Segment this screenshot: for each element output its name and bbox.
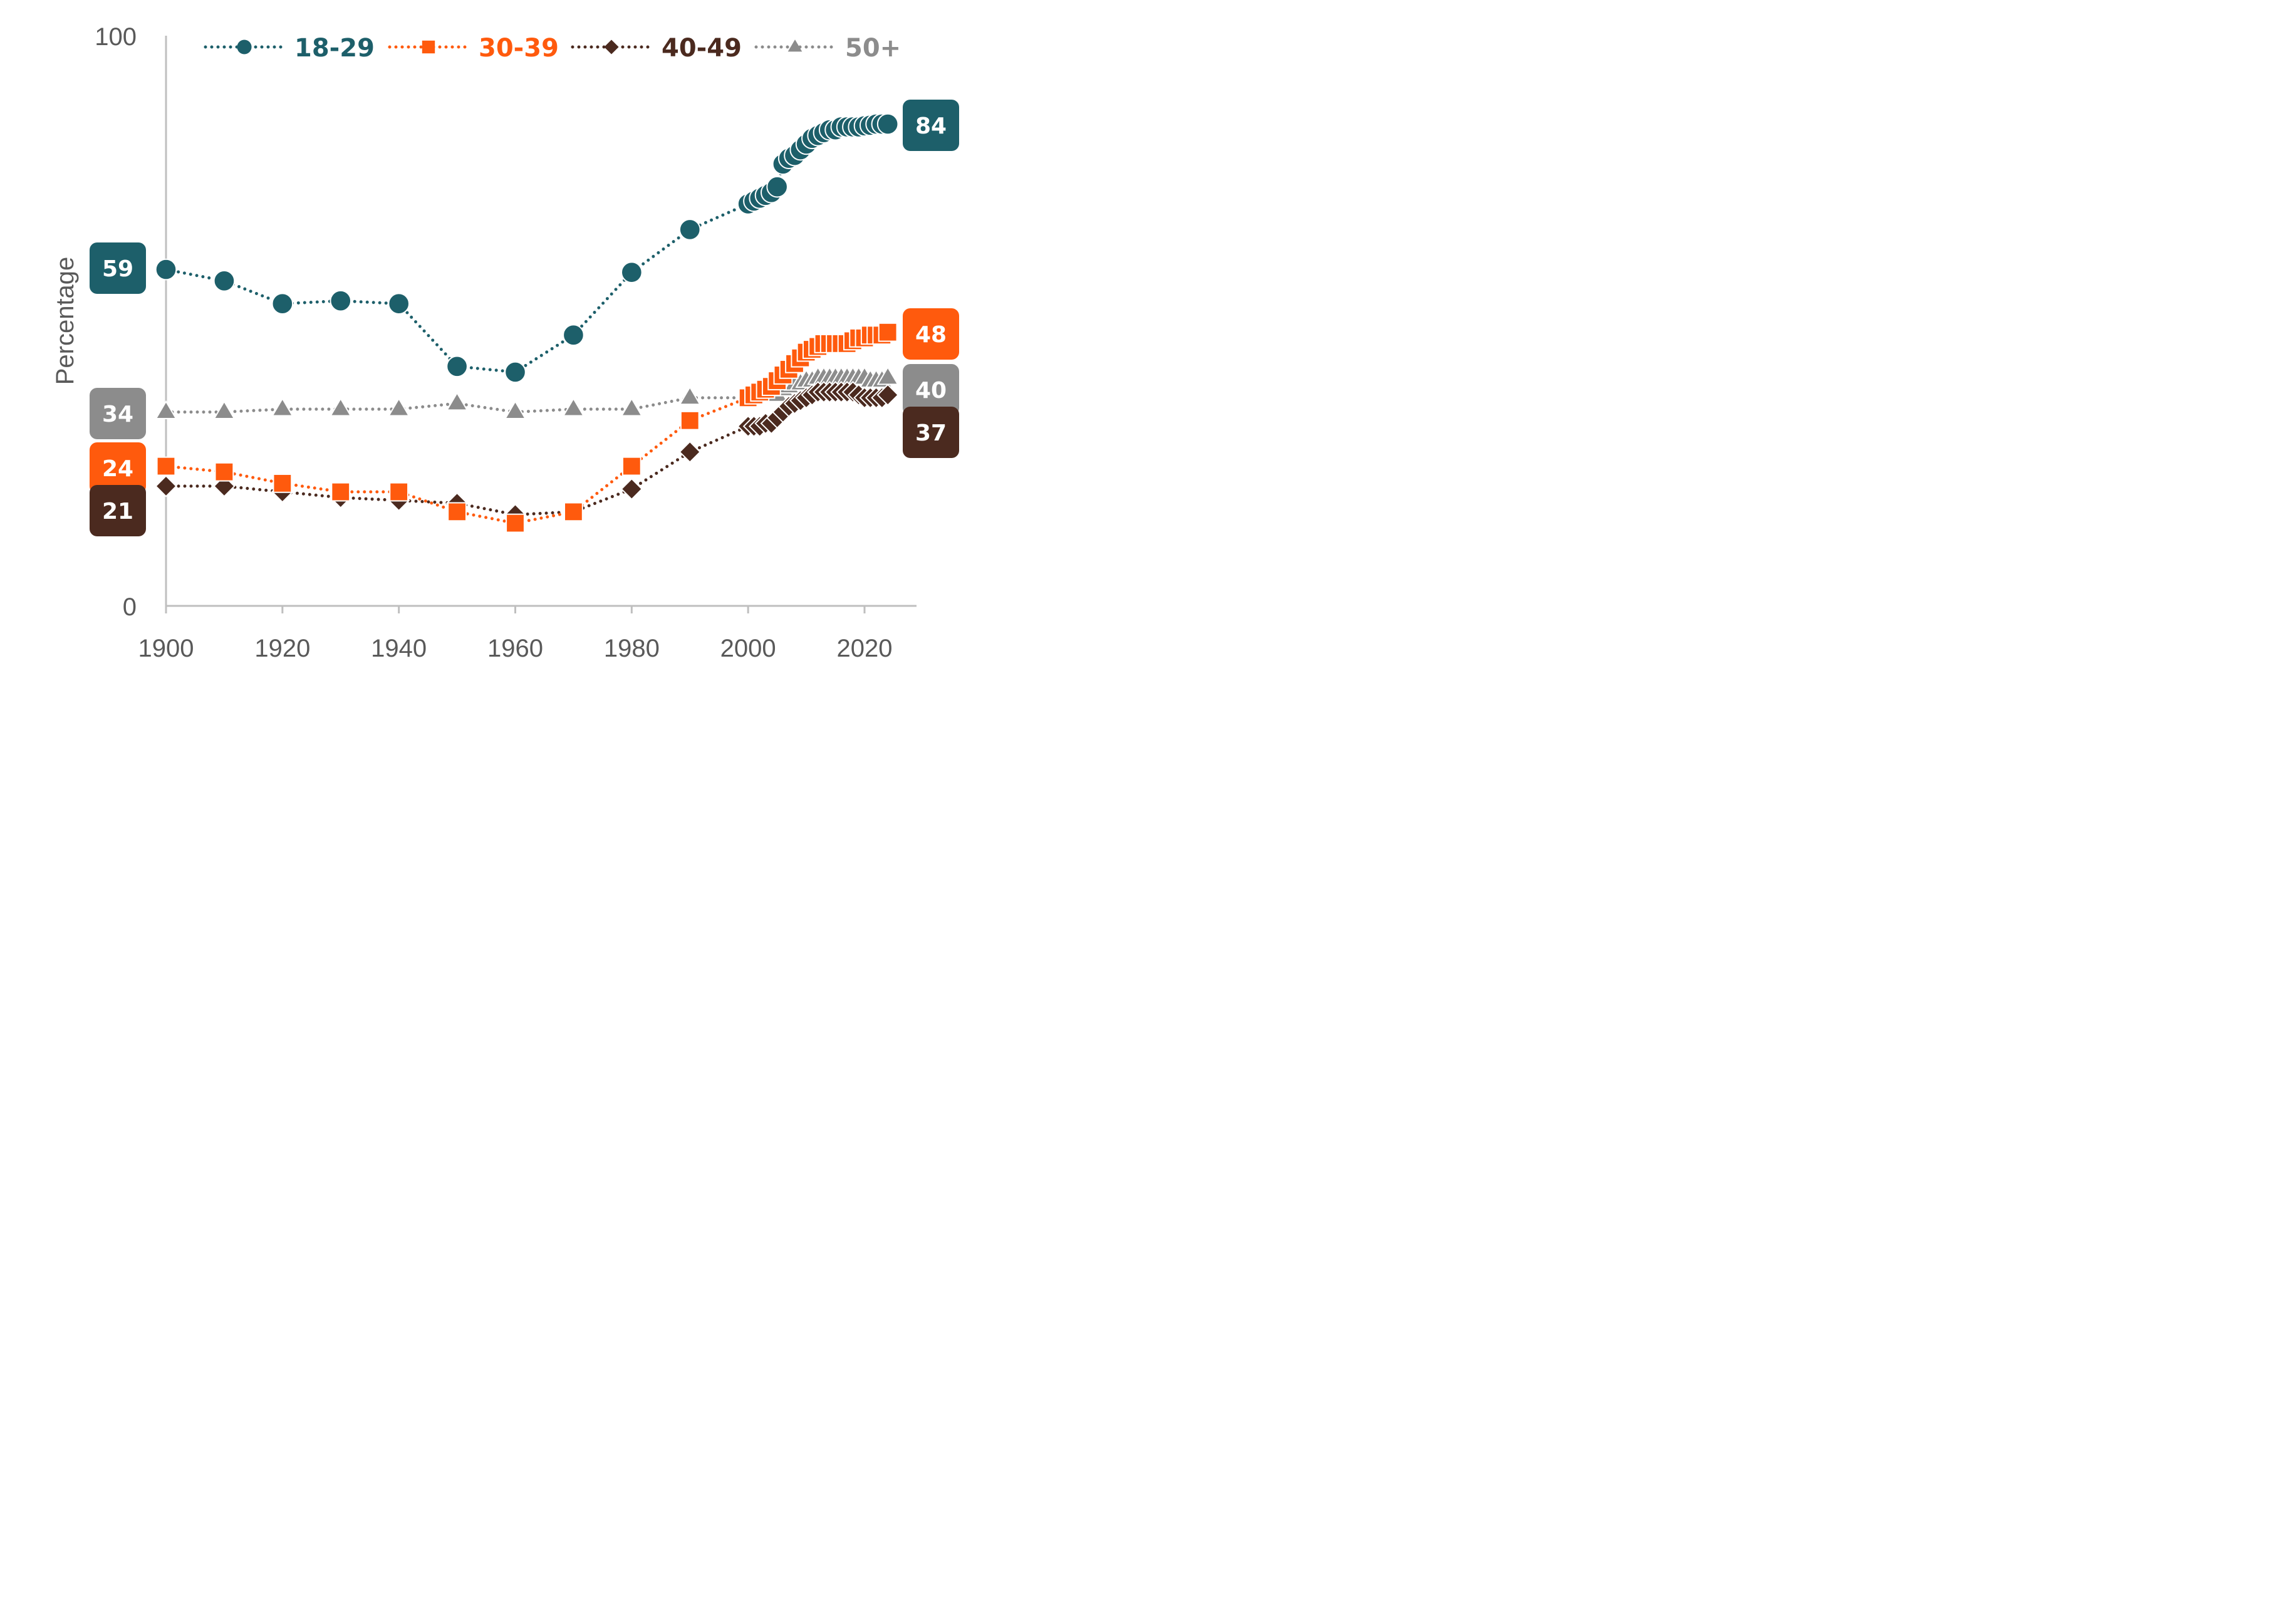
legend-item-50+: 50+	[754, 34, 901, 63]
data-point-30-39	[389, 482, 409, 502]
data-point-18-29	[876, 113, 899, 135]
data-point-40-49	[155, 475, 177, 497]
legend-marker	[422, 40, 435, 54]
x-tick-label: 1900	[138, 635, 194, 662]
legend: 18-29 30-39 40-49 50+	[204, 34, 901, 63]
data-point-18-29	[766, 175, 788, 198]
legend-label: 50+	[845, 34, 901, 63]
start-label-30-39-box	[90, 442, 146, 494]
data-point-50+	[387, 397, 410, 417]
legend-label: 40-49	[662, 34, 742, 63]
data-point-30-39	[878, 322, 898, 342]
start-label-50+-box	[90, 388, 146, 439]
series-30-39	[156, 322, 898, 533]
y-tick-label-max: 100	[95, 23, 137, 51]
legend-item-30-39: 30-39	[388, 34, 559, 63]
line-chart: 100 0 Percentage 1900 1920 1940 1960 1980 200…	[51, 23, 959, 662]
data-point-40-49	[876, 383, 899, 407]
data-point-18-29	[446, 355, 468, 378]
data-point-30-39	[273, 473, 293, 493]
legend-label: 30-39	[479, 34, 559, 63]
series-40-49	[155, 381, 899, 526]
end-label-18-29-text: 84	[915, 113, 947, 139]
start-label-18-29: 59	[90, 242, 146, 294]
end-label-50+-box	[903, 364, 959, 415]
end-label-30-39-text: 48	[915, 322, 947, 348]
data-point-50+	[271, 397, 294, 417]
data-point-30-39	[331, 482, 351, 502]
x-tick-label: 2020	[837, 635, 893, 662]
end-label-18-29-box	[903, 100, 959, 151]
data-point-40-49	[213, 475, 236, 497]
legend-marker	[604, 39, 619, 55]
x-tick-label: 1980	[604, 635, 660, 662]
data-point-30-39	[621, 456, 642, 476]
series-18-29	[155, 113, 899, 383]
start-label-30-39: 24	[90, 442, 146, 494]
legend-marker	[787, 39, 803, 52]
x-tick-label: 2000	[720, 635, 776, 662]
start-label-40-49-box	[90, 485, 146, 536]
data-point-30-39	[680, 410, 700, 430]
y-axis-title: Percentage	[51, 257, 79, 385]
data-point-18-29	[155, 258, 177, 281]
data-point-30-39	[156, 456, 176, 476]
end-label-30-39-box	[903, 308, 959, 360]
data-point-18-29	[678, 219, 701, 241]
start-label-18-29-text: 59	[102, 256, 133, 282]
data-point-18-29	[621, 261, 643, 283]
data-point-50+	[620, 397, 643, 417]
end-label-50+: 40	[903, 364, 959, 415]
end-label-50+-text: 40	[915, 378, 947, 404]
data-point-18-29	[330, 289, 352, 312]
data-point-30-39	[447, 502, 467, 522]
data-point-18-29	[388, 293, 410, 315]
data-point-18-29	[271, 293, 294, 315]
data-point-50+	[562, 397, 585, 417]
data-point-50+	[504, 400, 527, 420]
legend-label: 18-29	[294, 34, 375, 63]
data-point-30-39	[564, 502, 583, 522]
data-point-30-39	[506, 513, 525, 533]
start-label-30-39-text: 24	[102, 456, 133, 482]
start-label-40-49-text: 21	[102, 499, 133, 524]
data-point-50+	[213, 400, 236, 420]
data-point-30-39	[214, 462, 234, 482]
data-point-50+	[445, 392, 469, 411]
data-point-18-29	[213, 269, 236, 292]
start-label-18-29-box	[90, 242, 146, 294]
x-tick-labels: 1900 1920 1940 1960 1980 2000 2020	[138, 606, 893, 662]
series-layer	[155, 113, 899, 533]
end-label-40-49: 37	[903, 407, 959, 458]
x-tick-label: 1940	[371, 635, 427, 662]
start-label-50+-text: 34	[102, 402, 133, 427]
data-point-18-29	[563, 324, 584, 346]
data-point-40-49	[678, 440, 701, 464]
x-tick-label: 1920	[254, 635, 310, 662]
axes: 100 0 Percentage 1900 1920 1940 1960 1980 200…	[51, 23, 917, 662]
end-labels: 34 24 21 59 40 48 37 84	[90, 100, 959, 536]
data-point-40-49	[620, 477, 643, 501]
x-tick-label: 1960	[487, 635, 543, 662]
data-point-50+	[155, 400, 177, 420]
data-point-50+	[330, 397, 352, 417]
start-label-50+: 34	[90, 388, 146, 439]
legend-marker	[237, 39, 252, 55]
y-tick-label-min: 0	[123, 593, 137, 621]
end-label-30-39: 48	[903, 308, 959, 360]
end-label-40-49-box	[903, 407, 959, 458]
data-point-50+	[678, 386, 701, 405]
data-point-18-29	[504, 361, 526, 383]
end-label-40-49-text: 37	[915, 420, 947, 446]
start-label-40-49: 21	[90, 485, 146, 536]
legend-item-40-49: 40-49	[571, 34, 742, 63]
legend-item-18-29: 18-29	[204, 34, 375, 63]
end-label-18-29: 84	[903, 100, 959, 151]
